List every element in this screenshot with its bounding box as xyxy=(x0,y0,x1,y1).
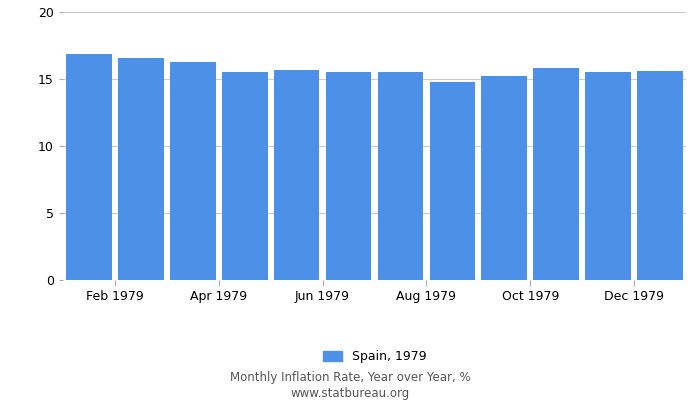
Bar xyxy=(222,72,267,280)
Bar xyxy=(482,76,527,280)
Bar xyxy=(274,70,319,280)
Bar xyxy=(533,68,579,280)
Legend: Spain, 1979: Spain, 1979 xyxy=(318,345,431,368)
Bar xyxy=(585,72,631,280)
Bar xyxy=(430,82,475,280)
Text: www.statbureau.org: www.statbureau.org xyxy=(290,388,410,400)
Bar xyxy=(66,54,112,280)
Bar xyxy=(118,58,164,280)
Bar xyxy=(637,71,683,280)
Bar xyxy=(377,72,424,280)
Text: Monthly Inflation Rate, Year over Year, %: Monthly Inflation Rate, Year over Year, … xyxy=(230,372,470,384)
Bar xyxy=(170,62,216,280)
Bar xyxy=(326,72,372,280)
